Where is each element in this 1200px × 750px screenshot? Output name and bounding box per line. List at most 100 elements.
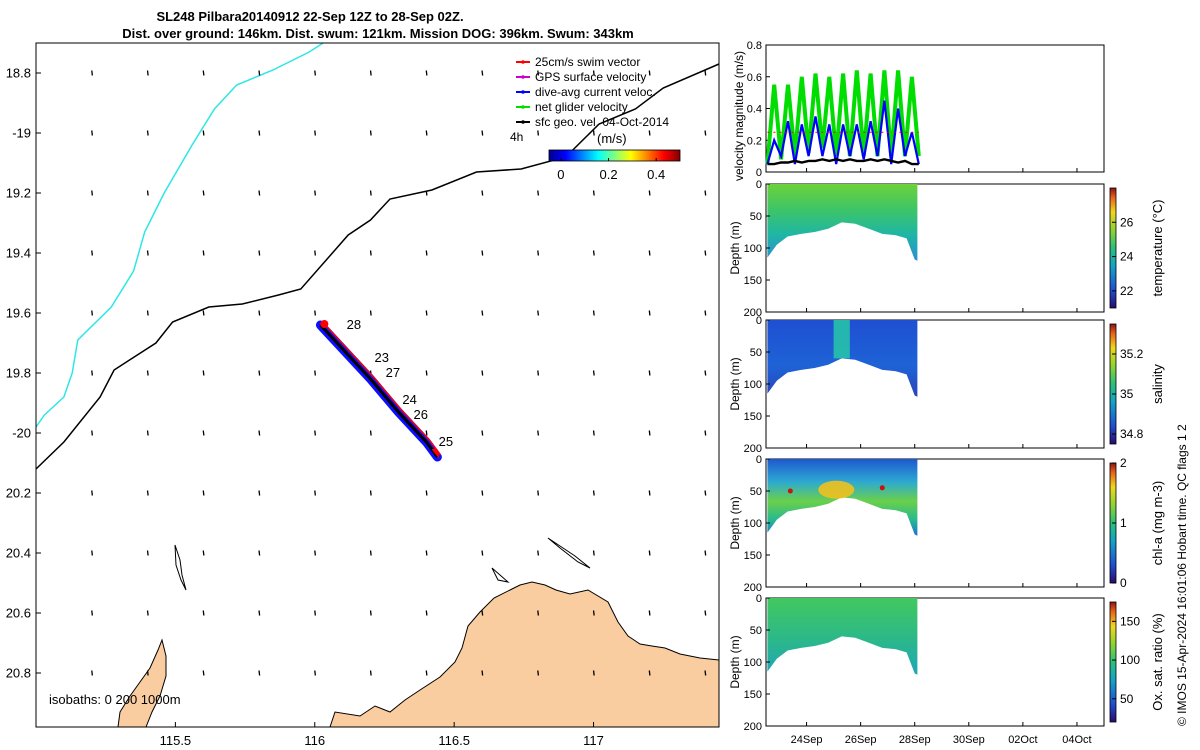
current-vector [91,250,94,256]
legend-entry: dive-avg current veloc. [535,85,656,99]
land-island-north [174,544,187,591]
velocity-y-tick-label: 0.4 [747,104,762,116]
depth-tick-label: 150 [744,275,762,287]
chla-ylabel: Depth (m) [728,496,742,549]
isobath-0m [36,43,324,428]
colorbar-tick-label: 24 [1120,250,1134,264]
track-line [319,323,439,458]
depth-tick-label: 150 [744,550,762,562]
colorbar-tick-label: 0 [1120,576,1127,590]
current-vector [258,490,261,496]
x-tick-label: 117 [583,733,604,748]
figure-title-line1: SL248 Pilbara20140912 22-Sep 12Z to 28-S… [156,9,463,24]
salinity-feature [833,320,850,359]
current-vector [425,670,428,676]
legend-marker [521,60,525,64]
current-vector [425,370,428,376]
current-vector [481,70,484,76]
current-vector [704,370,707,376]
velocity-ylabel: velocity magnitude (m/s) [732,51,746,181]
day-label: 28 [347,317,361,332]
current-vector [592,130,595,136]
x-tick-label: 115.5 [160,733,192,748]
current-vector [481,550,484,556]
depth-tick-label: 0 [756,454,762,466]
colorbar-tick-label: 26 [1120,215,1134,229]
time-tick-label: 04Oct [1062,734,1091,746]
current-vector [648,670,651,676]
current-vector [91,70,94,76]
current-vector [648,310,651,316]
colorbar-label: (m/s) [597,131,627,146]
current-vector [91,490,94,496]
current-vector [537,550,540,556]
day-label: 27 [386,365,400,380]
legend-entry: 25cm/s swim vector [535,55,640,69]
temperature-colorbar-label: temperature (°C) [1150,200,1165,297]
current-vector [314,190,317,196]
current-vector [258,610,261,616]
current-vector [537,310,540,316]
velocity-y-tick-label: 0.2 [747,135,762,147]
current-vector [537,370,540,376]
day-label: 26 [414,407,428,422]
colorbar-tick-label: 22 [1120,284,1134,298]
current-vector [648,130,651,136]
current-vector [314,250,317,256]
legend-entry: net glider velocity [535,100,628,114]
current-vector [592,670,595,676]
depth-tick-label: 0 [756,593,762,605]
current-vector [425,610,428,616]
velocity-series-line [767,158,919,166]
current-vector [146,670,149,676]
current-vector [425,310,428,316]
y-tick-label: 19.6 [6,306,31,321]
current-vector [425,130,428,136]
current-vector [592,550,595,556]
depth-tick-label: 50 [750,347,762,359]
current-vector [202,490,205,496]
current-vector [481,670,484,676]
x-tick-label: 116.5 [438,733,470,748]
depth-tick-label: 200 [744,721,762,733]
temperature-ylabel: Depth (m) [728,221,742,274]
colorbar-tick-label: 0.4 [647,167,665,182]
depth-tick-label: 200 [744,443,762,455]
legend-marker [521,120,525,124]
colorbar-tick-label: 0.2 [600,167,618,182]
current-vector [258,70,261,76]
legend-entry: GPS surface velocity [535,70,646,84]
current-vector [704,670,707,676]
current-vector [369,70,372,76]
current-vector [202,190,205,196]
current-vector [648,370,651,376]
salinity-colorbar-label: salinity [1150,364,1165,404]
legend-entry: sfc geo. vel. 04-Oct-2014 [535,115,669,129]
current-vector [258,250,261,256]
y-tick-label: 19.4 [6,246,31,261]
current-vector [537,250,540,256]
current-vector [146,490,149,496]
current-vector [704,490,707,496]
current-vector [537,490,540,496]
current-vector [369,430,372,436]
legend-marker [521,75,525,79]
temperature-field [767,184,918,261]
current-vector [425,430,428,436]
current-vector [369,310,372,316]
current-vector [704,130,707,136]
current-vector [648,430,651,436]
isobath-200m [36,63,719,470]
day-label: 24 [402,392,416,407]
current-vector [202,670,205,676]
current-vector [146,130,149,136]
current-vector [425,70,428,76]
current-vector [648,250,651,256]
oxygen-colorbar-label: Ox. sat. ratio (%) [1150,613,1165,711]
current-vector [648,190,651,196]
day-label: 25 [439,434,453,449]
current-vector [258,370,261,376]
time-tick-label: 26Sep [845,734,877,746]
current-vector [481,370,484,376]
current-vector [592,250,595,256]
